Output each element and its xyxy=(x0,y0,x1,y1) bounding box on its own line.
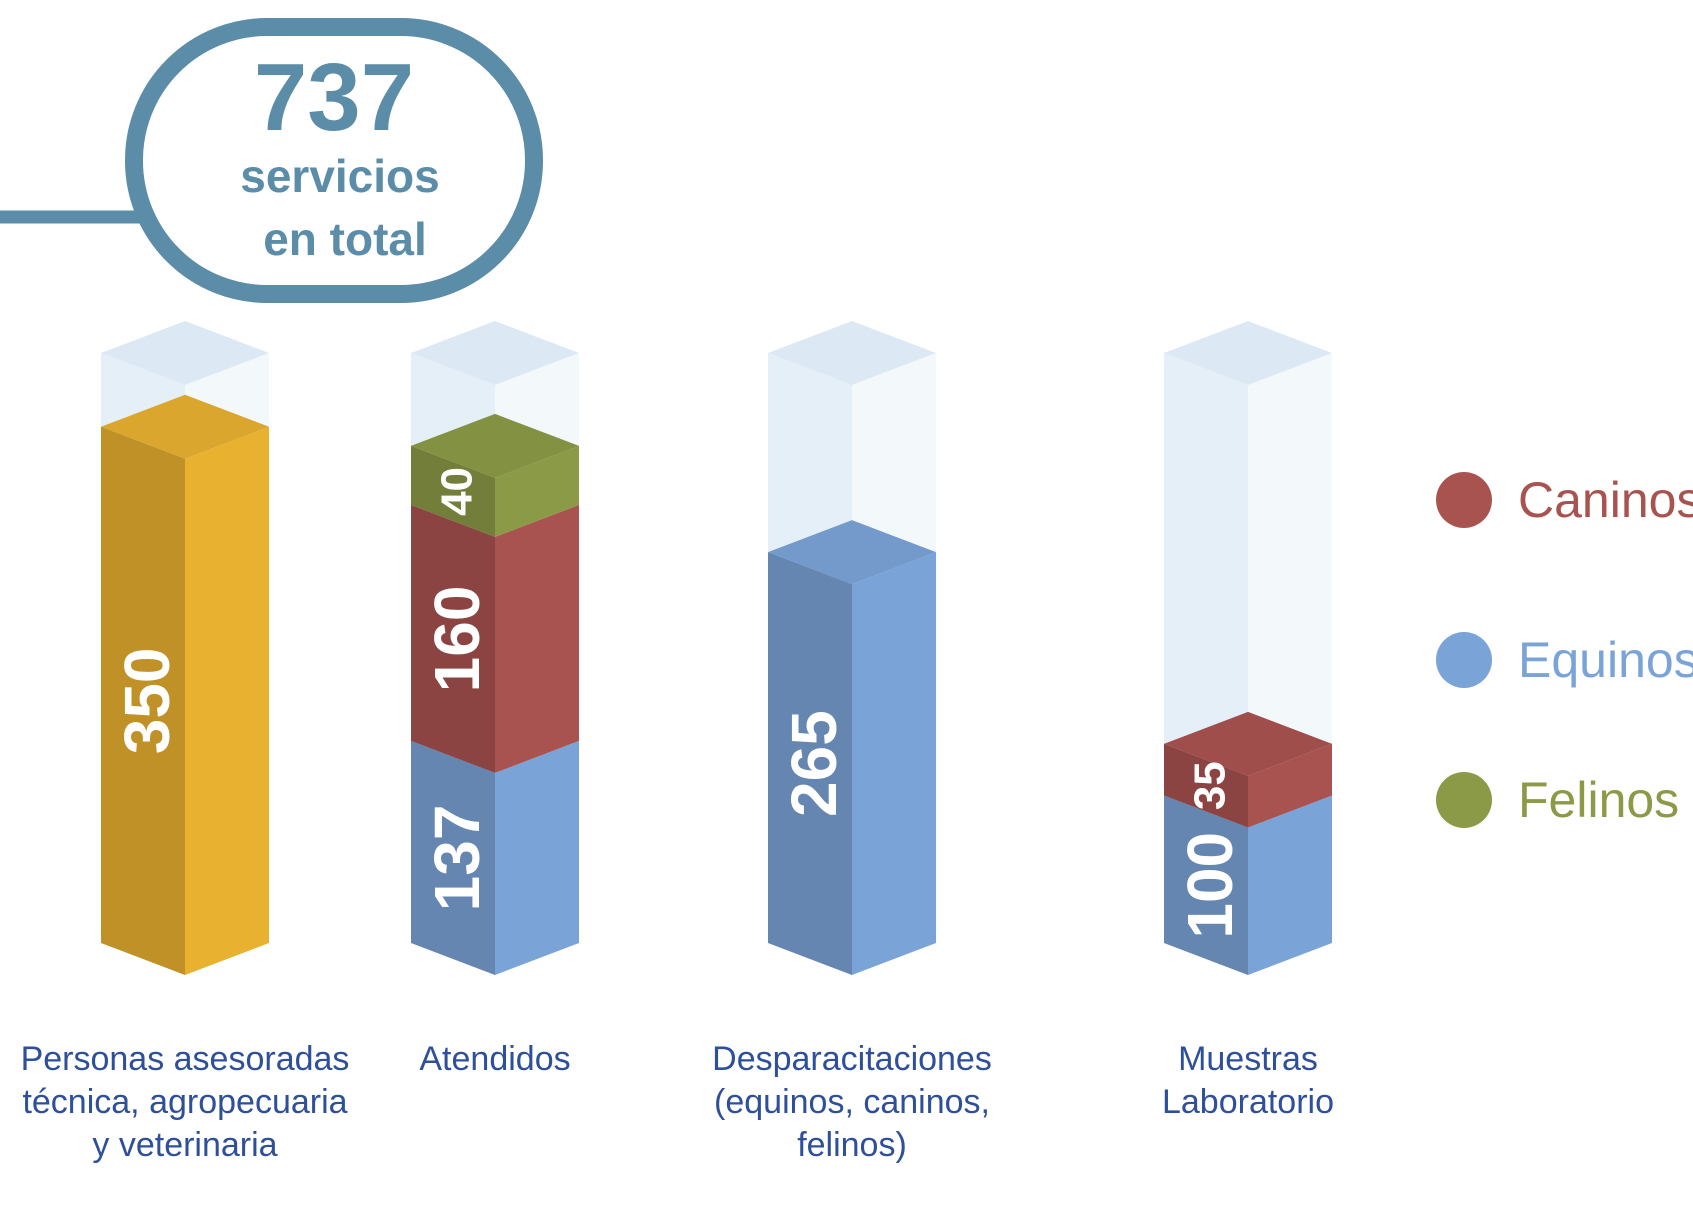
bar-segment-equinos: 100 xyxy=(1164,795,1332,975)
category-label: Laboratorio xyxy=(1162,1083,1334,1121)
bar-segment-equinos-right-face xyxy=(852,552,936,975)
bar-segment-caninos-left-face xyxy=(411,504,495,773)
legend-swatch xyxy=(1436,472,1492,528)
bar-segment-caninos-right-face xyxy=(1248,743,1332,828)
legend-item-equinos: Equinos xyxy=(1436,632,1693,688)
bar-segment-felinos-top-face xyxy=(411,413,579,478)
bar-segment-caninos-left-face xyxy=(1164,743,1248,828)
bar-segment-caninos: 35 xyxy=(1164,711,1332,828)
bar-segment-caninos-right-face xyxy=(495,504,579,773)
category-label: Personas asesoradas xyxy=(21,1040,350,1078)
bar-segment-caninos-top-face xyxy=(1164,711,1332,776)
bar-segment-personas-left-face xyxy=(101,426,185,975)
ghost-top-face xyxy=(768,321,936,385)
bar-value-label: 137 xyxy=(421,805,493,912)
category-label: Muestras xyxy=(1178,1040,1318,1078)
bar-value-label: 100 xyxy=(1174,832,1246,939)
category-label: y veterinaria xyxy=(92,1126,277,1164)
legend-swatch xyxy=(1436,772,1492,828)
legend-swatch xyxy=(1436,632,1492,688)
legend-item-felinos: Felinos xyxy=(1436,772,1679,828)
bar-segment-equinos-left-face xyxy=(411,740,495,975)
ghost-top-face xyxy=(101,321,269,385)
legend-item-caninos: Caninos xyxy=(1436,472,1693,528)
total-label-line1: servicios xyxy=(240,150,439,202)
legend-label: Equinos xyxy=(1518,632,1693,688)
bar-value-label: 265 xyxy=(778,710,850,817)
bar-segment-personas-right-face xyxy=(185,426,269,975)
badge-outline xyxy=(125,18,543,303)
ghost-top-face xyxy=(411,321,579,385)
bar-segment-equinos: 265 xyxy=(768,520,936,975)
category-label: técnica, agropecuaria xyxy=(22,1083,347,1121)
bar-segment-equinos-left-face xyxy=(768,552,852,975)
legend: Caninos Equinos Felinos xyxy=(1436,472,1693,828)
bar-segment-personas-top-face xyxy=(101,394,269,459)
bar-segment-equinos-right-face xyxy=(495,740,579,975)
bar-value-label: 160 xyxy=(421,586,493,693)
bar-segment-equinos-top-face xyxy=(768,520,936,585)
category-labels: Personas asesoradas técnica, agropecuaria… xyxy=(21,1040,1334,1164)
ghost-top-face xyxy=(1164,321,1332,385)
total-number: 737 xyxy=(254,44,414,151)
bar-segment-caninos: 160 xyxy=(411,504,579,773)
category-label: Desparacitaciones xyxy=(712,1040,992,1078)
bar-segment-equinos: 137 xyxy=(411,740,579,975)
total-label-line2: en total xyxy=(263,213,427,265)
bar-segment-equinos-right-face xyxy=(1248,795,1332,975)
bar-value-label: 350 xyxy=(111,647,183,754)
total-badge: 737 servicios en total xyxy=(0,18,543,303)
legend-label: Caninos xyxy=(1518,472,1693,528)
bar-column-1: 350 xyxy=(101,321,269,975)
bar-segment-felinos-right-face xyxy=(495,445,579,537)
bar-value-label: 35 xyxy=(1186,761,1235,810)
bar-segment-equinos-left-face xyxy=(1164,795,1248,975)
bar-column-3: 265 xyxy=(768,321,936,975)
bar-segment-personas: 350 xyxy=(101,394,269,975)
category-label: felinos) xyxy=(797,1126,907,1164)
bar-value-label: 40 xyxy=(433,467,482,516)
bar-segment-felinos-left-face xyxy=(411,445,495,537)
bar-column-2: 137 160 40 xyxy=(411,321,579,975)
bar-segment-felinos: 40 xyxy=(411,413,579,537)
legend-label: Felinos xyxy=(1518,772,1679,828)
category-label: (equinos, caninos, xyxy=(714,1083,990,1121)
category-label: Atendidos xyxy=(419,1040,570,1078)
